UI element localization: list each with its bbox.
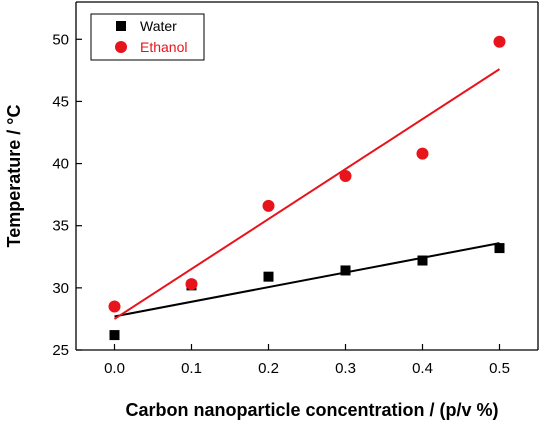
x-axis-title: Carbon nanoparticle concentration / (p/v… bbox=[125, 400, 498, 420]
y-ticks: 25 30 35 40 45 50 bbox=[52, 31, 82, 359]
y-tick-label: 25 bbox=[52, 342, 69, 359]
ethanol-point bbox=[108, 300, 121, 313]
y-tick-label: 30 bbox=[52, 280, 69, 297]
legend-box bbox=[90, 13, 205, 61]
x-tick-label: 0.2 bbox=[258, 360, 279, 377]
water-fit-line bbox=[114, 242, 500, 318]
legend-water-marker bbox=[116, 21, 126, 31]
legend-water-label: Water bbox=[140, 18, 177, 34]
x-ticks: 0.0 0.1 0.2 0.3 0.4 0.5 bbox=[104, 344, 510, 377]
legend-ethanol-marker bbox=[115, 41, 127, 53]
y-tick-label: 35 bbox=[52, 218, 69, 235]
x-tick-label: 0.4 bbox=[412, 360, 433, 377]
x-tick-label: 0.1 bbox=[181, 360, 202, 377]
plot-frame bbox=[75, 1, 539, 351]
x-tick-label: 0.3 bbox=[335, 360, 356, 377]
y-tick-label: 40 bbox=[52, 156, 69, 173]
x-tick-label: 0.5 bbox=[489, 360, 510, 377]
y-axis-title: Temperature / °C bbox=[4, 105, 24, 248]
ethanol-fit-line bbox=[113, 68, 501, 320]
data-points bbox=[108, 35, 506, 341]
y-tick-label: 45 bbox=[52, 93, 69, 110]
ethanol-point bbox=[416, 147, 429, 160]
water-point bbox=[494, 243, 505, 254]
ethanol-point bbox=[493, 35, 506, 48]
ethanol-point bbox=[339, 170, 352, 182]
water-point bbox=[263, 271, 274, 282]
fit-lines bbox=[113, 68, 501, 320]
ethanol-point bbox=[262, 199, 275, 212]
x-tick-label: 0.0 bbox=[104, 360, 125, 377]
ethanol-point bbox=[185, 278, 198, 291]
water-point bbox=[340, 265, 351, 276]
y-tick-label: 50 bbox=[52, 31, 69, 48]
water-point bbox=[109, 330, 120, 341]
legend: Water Ethanol bbox=[90, 13, 205, 61]
water-point bbox=[417, 255, 428, 266]
legend-ethanol-label: Ethanol bbox=[140, 39, 187, 55]
